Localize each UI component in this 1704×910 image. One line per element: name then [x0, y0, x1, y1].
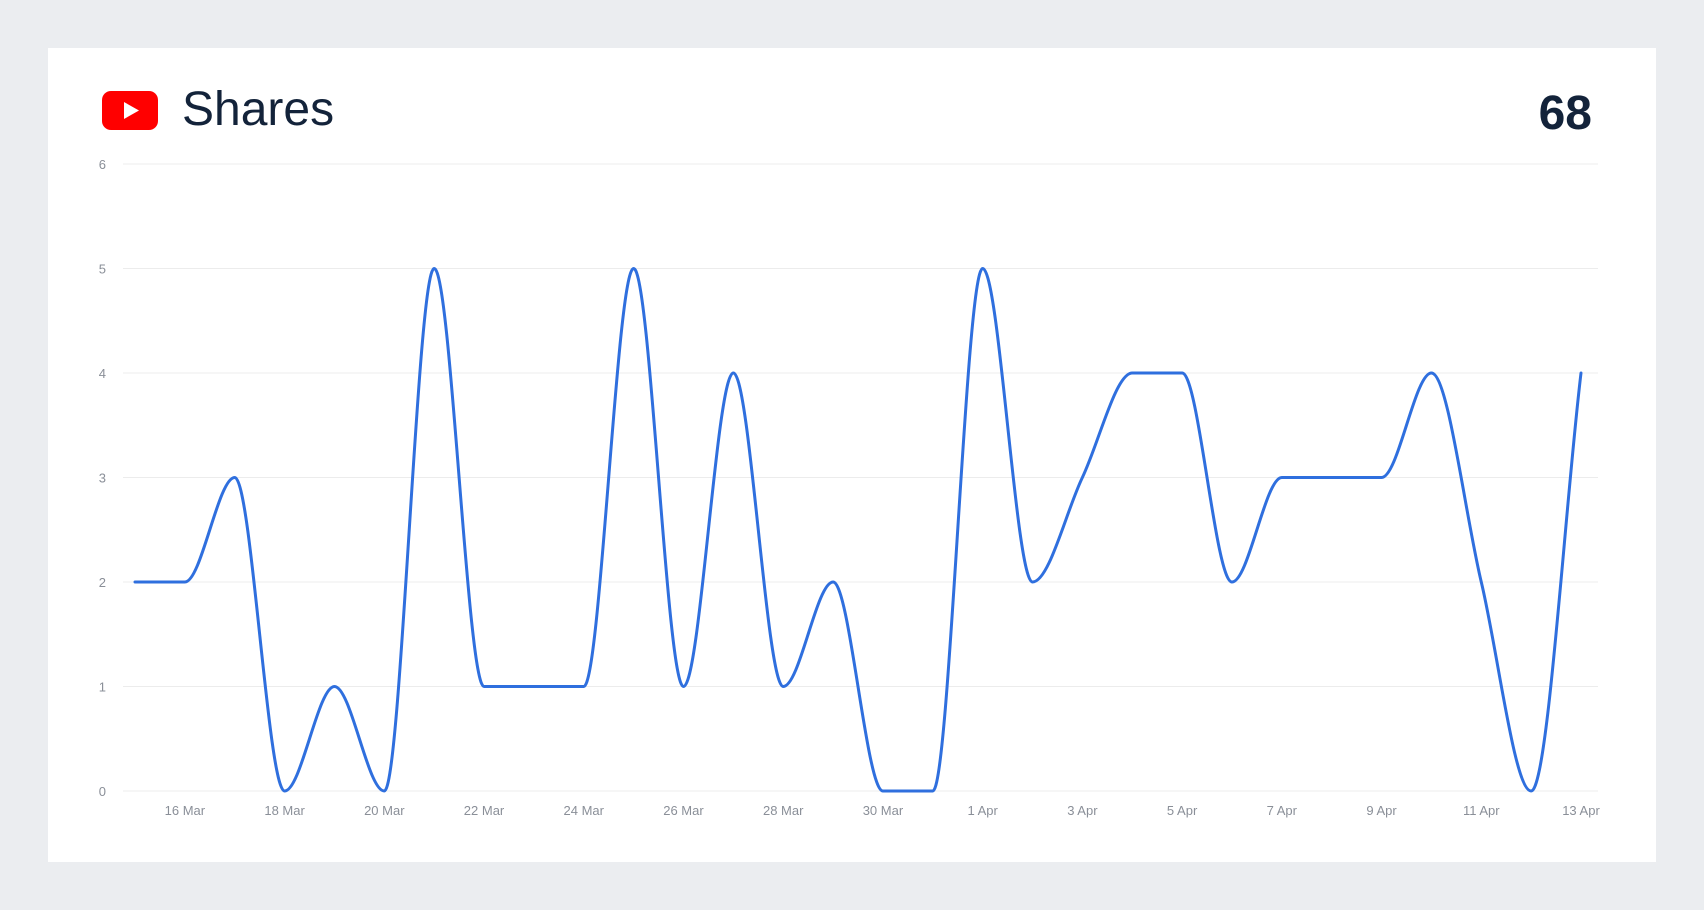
- data-point[interactable]: [328, 681, 340, 693]
- data-point[interactable]: [1076, 472, 1088, 484]
- data-point[interactable]: [977, 263, 989, 275]
- series-layer: [129, 263, 1587, 797]
- x-tick-label: 13 Apr: [1562, 803, 1600, 818]
- data-point[interactable]: [428, 263, 440, 275]
- shares-line-chart: 0 1 2 3 4 5 6 16 Mar 18 Mar 20 Mar 22 Mar 24 Mar 26…: [99, 157, 1601, 818]
- data-point[interactable]: [827, 576, 839, 588]
- card-title: Shares: [182, 83, 335, 136]
- data-point[interactable]: [877, 785, 889, 797]
- x-tick-label: 30 Mar: [863, 803, 904, 818]
- data-point[interactable]: [1425, 367, 1437, 379]
- data-point[interactable]: [129, 576, 141, 588]
- y-tick-label: 4: [99, 366, 106, 381]
- x-tick-label: 18 Mar: [264, 803, 305, 818]
- x-tick-label: 20 Mar: [364, 803, 405, 818]
- series-line: [133, 267, 1583, 793]
- y-tick-label: 2: [99, 575, 106, 590]
- x-tick-label: 9 Apr: [1366, 803, 1397, 818]
- x-tick-label: 26 Mar: [663, 803, 704, 818]
- data-point[interactable]: [1376, 472, 1388, 484]
- y-tick-label: 6: [99, 157, 106, 172]
- data-point[interactable]: [1475, 576, 1487, 588]
- total-count: 68: [1538, 87, 1592, 140]
- x-tick-label: 28 Mar: [763, 803, 804, 818]
- data-point[interactable]: [578, 681, 590, 693]
- x-tick-label: 7 Apr: [1267, 803, 1298, 818]
- data-point[interactable]: [777, 681, 789, 693]
- x-tick-label: 5 Apr: [1167, 803, 1198, 818]
- data-point[interactable]: [279, 785, 291, 797]
- data-point[interactable]: [1126, 367, 1138, 379]
- x-tick-label: 11 Apr: [1463, 803, 1500, 818]
- shares-card: Shares 68 0 1 2 3 4 5 6 16 Mar 18 Mar 20 Mar 22 M…: [48, 48, 1656, 862]
- data-point[interactable]: [1276, 472, 1288, 484]
- card-header: Shares 68: [48, 48, 1656, 178]
- x-axis-ticks: 16 Mar 18 Mar 20 Mar 22 Mar 24 Mar 26 Mar 28 M…: [165, 803, 1601, 818]
- y-tick-label: 3: [99, 471, 106, 486]
- data-point[interactable]: [1575, 367, 1587, 379]
- y-tick-label: 0: [99, 784, 106, 799]
- x-tick-label: 22 Mar: [464, 803, 505, 818]
- data-point[interactable]: [1226, 576, 1238, 588]
- x-tick-label: 1 Apr: [967, 803, 998, 818]
- x-tick-label: 3 Apr: [1067, 803, 1098, 818]
- data-point[interactable]: [528, 681, 540, 693]
- data-point[interactable]: [478, 681, 490, 693]
- data-point[interactable]: [179, 576, 191, 588]
- x-tick-label: 16 Mar: [165, 803, 206, 818]
- data-point[interactable]: [927, 785, 939, 797]
- data-point[interactable]: [1176, 367, 1188, 379]
- y-tick-label: 5: [99, 262, 106, 277]
- y-tick-label: 1: [99, 680, 106, 695]
- data-point[interactable]: [727, 367, 739, 379]
- data-point[interactable]: [628, 263, 640, 275]
- data-point[interactable]: [1525, 785, 1537, 797]
- y-axis-ticks: 0 1 2 3 4 5 6: [99, 157, 106, 799]
- youtube-icon: [102, 91, 158, 130]
- data-point[interactable]: [378, 785, 390, 797]
- data-point[interactable]: [1027, 576, 1039, 588]
- x-tick-label: 24 Mar: [564, 803, 605, 818]
- data-point[interactable]: [229, 472, 241, 484]
- data-point[interactable]: [1326, 472, 1338, 484]
- data-point[interactable]: [677, 681, 689, 693]
